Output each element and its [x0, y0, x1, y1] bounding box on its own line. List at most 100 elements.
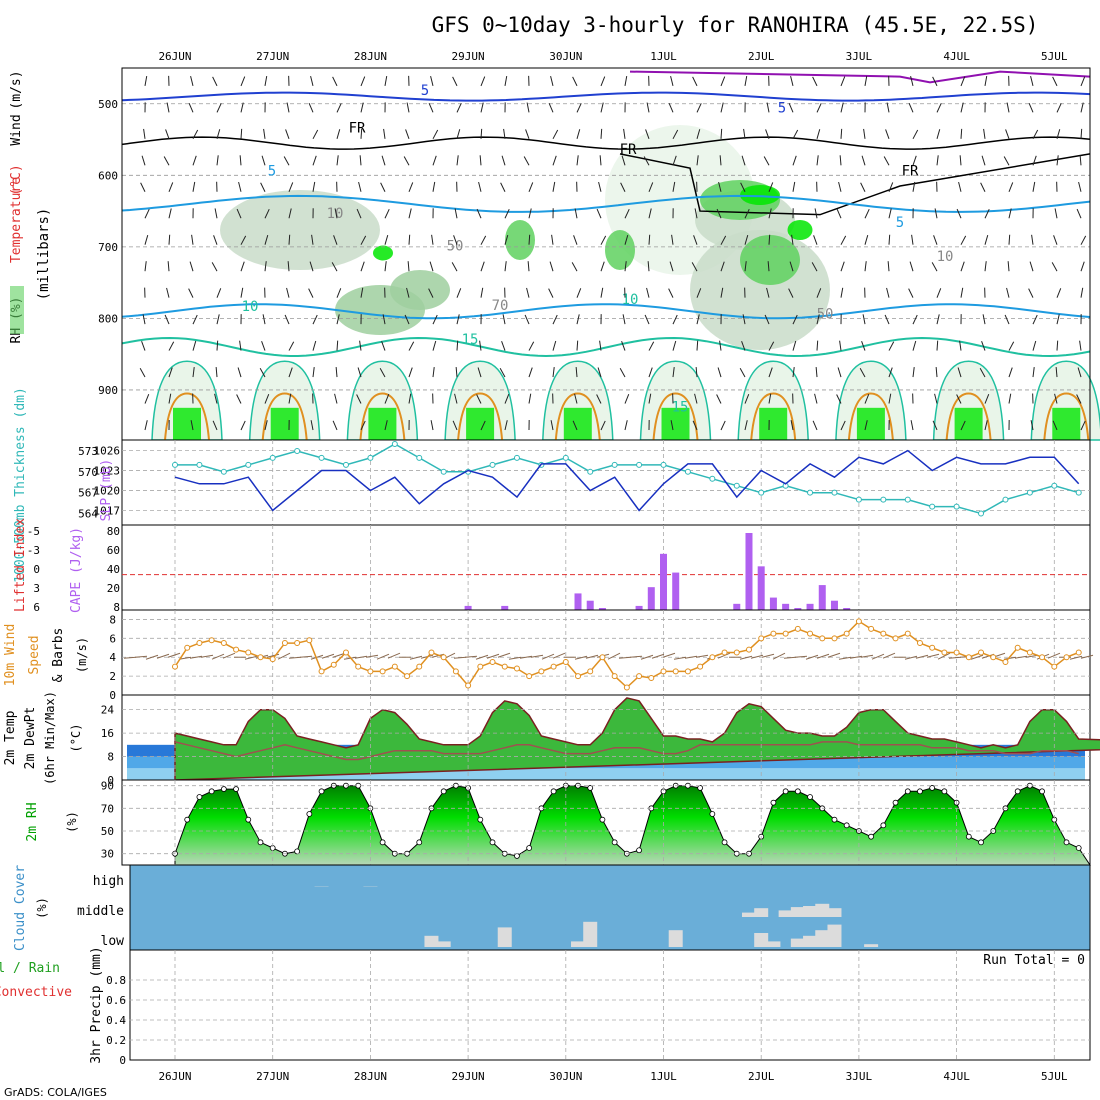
rh-point — [184, 816, 191, 823]
wind-barb — [525, 129, 530, 139]
date-label-top: 29JUN — [452, 50, 485, 63]
wind-barb — [1056, 129, 1061, 139]
wind10-speed-line-point — [465, 682, 472, 689]
cloud-low-bar — [803, 935, 818, 947]
date-label-top: 2JUL — [748, 50, 775, 63]
wind-barb — [768, 367, 773, 378]
wind-barb — [1080, 235, 1087, 245]
wind-barb — [981, 155, 986, 166]
wind-barb — [648, 234, 651, 245]
wind-5-contour — [121, 91, 1091, 102]
wind-barb — [432, 129, 439, 140]
wind-barb — [696, 129, 701, 139]
wind10-barb — [904, 655, 918, 660]
date-label-top: 1JUL — [650, 50, 677, 63]
wind-barb — [788, 288, 794, 298]
wind-barb — [550, 76, 554, 87]
li-tick: 0 — [33, 563, 40, 576]
wind-barb — [765, 129, 770, 139]
wind-barb — [864, 208, 870, 219]
date-label-top: 5JUL — [1041, 50, 1068, 63]
wind-barb — [839, 340, 842, 351]
wind10-speed-line-point — [941, 649, 948, 656]
wind10-barb — [1080, 654, 1094, 659]
wind-barb — [287, 261, 290, 272]
wind-barb — [336, 129, 341, 139]
wind-barb — [811, 262, 818, 272]
cape-bar — [769, 597, 777, 610]
wind10-speed-line-point — [599, 654, 606, 661]
wind-barb — [692, 420, 698, 431]
li-tick: -5 — [27, 525, 40, 538]
rh-point — [611, 839, 618, 846]
wind-barb — [405, 129, 410, 139]
wind10-barb — [277, 652, 291, 660]
wind10-barb — [794, 655, 808, 658]
cloud-low-bar — [766, 941, 781, 947]
cape-panel — [121, 524, 1091, 611]
wind-barb — [284, 314, 290, 325]
precip-tick: 0 — [119, 1054, 126, 1067]
cloud-low-bar — [583, 921, 598, 947]
wind-barb — [1030, 76, 1034, 87]
wind-barb — [648, 182, 654, 192]
wind-barb — [1006, 287, 1010, 298]
wind-barb — [1056, 103, 1062, 113]
wind10-speed-line-point — [868, 625, 875, 632]
rh-point — [904, 788, 911, 795]
wind-barb — [672, 314, 678, 325]
wind-10-contour — [629, 70, 1091, 84]
wind10-barb — [640, 654, 654, 660]
wind-barb — [696, 155, 699, 166]
rh-point — [257, 839, 264, 846]
wind10-tick: 6 — [109, 632, 116, 645]
temp-15-contour — [652, 392, 699, 441]
wind-barb — [816, 288, 822, 298]
wind-barb — [1080, 76, 1086, 87]
wind-barb — [428, 288, 434, 298]
wind-barb — [1053, 235, 1058, 245]
wind-barb — [672, 367, 675, 378]
wind-barb — [144, 75, 148, 86]
wind-barb — [1079, 155, 1082, 166]
wind-barb — [501, 155, 506, 166]
wind10-barb — [684, 655, 698, 659]
thickness-line-point — [1075, 489, 1082, 496]
wind-barb — [143, 128, 146, 139]
temp-15-contour — [121, 336, 1091, 358]
precip-panel — [129, 949, 1091, 1061]
wind-barb — [310, 76, 314, 87]
wind-barb — [792, 155, 797, 166]
wind-barb — [624, 261, 627, 272]
thickness-line-point — [929, 503, 936, 510]
thickness-line-point — [831, 489, 838, 496]
wind-barb — [261, 341, 266, 351]
wind10-speed-line-point — [1075, 649, 1082, 656]
wind10-speed-line-point — [208, 637, 215, 644]
wind-barb — [597, 367, 602, 378]
cape-bar — [782, 603, 790, 610]
wind-barb — [504, 234, 509, 245]
wind10-barb — [629, 655, 643, 658]
wind-barb — [359, 340, 362, 351]
rh-green-column — [466, 407, 495, 440]
wind-barb — [384, 261, 387, 272]
thickness-line-point — [758, 489, 765, 496]
wind-barb — [837, 367, 842, 378]
wind-barb — [936, 129, 941, 139]
wind-barb — [720, 420, 726, 431]
wind-barb — [719, 340, 722, 351]
wind-barb — [192, 155, 197, 166]
wind10-barb — [167, 652, 181, 658]
rh-green-column — [661, 407, 690, 440]
wind10-speed-line-point — [281, 640, 288, 647]
rh-point — [306, 811, 313, 817]
wind-barb — [1056, 155, 1059, 166]
wind-barb — [840, 128, 843, 139]
wind-barb — [1054, 208, 1058, 219]
wind-barb — [984, 208, 990, 219]
wind10-barb — [189, 655, 203, 659]
wind-barb — [190, 76, 194, 87]
cloud-panel — [129, 864, 1091, 951]
temp-band — [127, 768, 1085, 780]
